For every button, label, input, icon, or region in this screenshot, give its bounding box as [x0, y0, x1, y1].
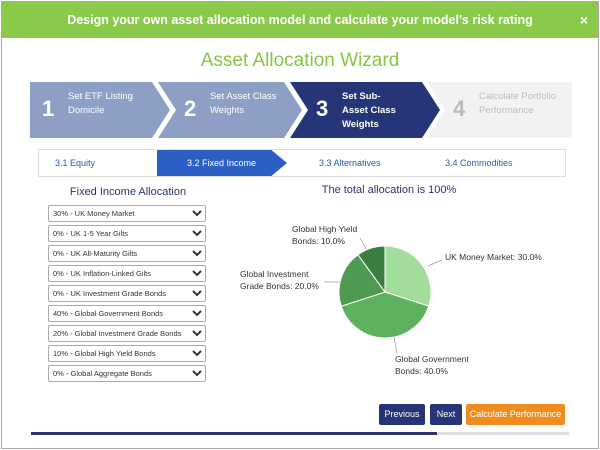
- progress-bar: [31, 432, 437, 435]
- step: 4 Calculate Portfolio Performance: [427, 82, 572, 138]
- allocation-select[interactable]: 20% - Global Investment Grade Bonds: [48, 325, 206, 342]
- allocation-heading: Fixed Income Allocation: [69, 186, 187, 198]
- step-label: Calculate Portfolio Performance: [479, 91, 557, 116]
- tabs: 3.1 Equity 3.2 Fixed Income 3.3 Alternativ…: [38, 149, 566, 177]
- step: 3 Set Sub-Asset Class Weights: [290, 82, 440, 138]
- allocation-select[interactable]: 0% - UK 1-5 Year Gilts: [48, 225, 206, 242]
- slice-label: Grade Bonds: 20.0%: [240, 281, 319, 291]
- pie-slice: [357, 245, 386, 294]
- close-button[interactable]: ×: [579, 12, 588, 28]
- allocation-select[interactable]: 0% - UK Inflation-Linked Gilts: [48, 265, 206, 282]
- banner: Design your own asset allocation model a…: [2, 2, 598, 38]
- tab[interactable]: 3.1 Equity: [55, 158, 96, 168]
- chart-title: The total allocation is 100%: [322, 184, 457, 196]
- slice-label: Global Investment: [240, 269, 309, 279]
- button[interactable]: Next: [430, 404, 462, 425]
- tab[interactable]: 3.2 Fixed Income: [157, 150, 287, 176]
- step: 2 Set Asset Class Weights: [158, 82, 302, 138]
- allocation-select[interactable]: 0% - UK All-Maturity Gilts: [48, 245, 206, 262]
- step: 1 Set ETF Listing Domicile: [30, 82, 170, 138]
- slice-label: Bonds: 40.0%: [395, 366, 448, 376]
- tab[interactable]: 3.3 Alternatives: [319, 158, 381, 168]
- allocation-select[interactable]: 40% - Global Government Bonds: [48, 305, 206, 322]
- step-label: Set Sub-Asset Class Weights: [342, 91, 396, 130]
- allocation-select[interactable]: 30% - UK Money Market: [48, 205, 206, 222]
- slice-label: Global High Yield: [292, 224, 357, 234]
- allocation-select[interactable]: 0% - UK Investment Grade Bonds: [48, 285, 206, 302]
- pie-slice: [340, 291, 430, 339]
- button[interactable]: Calculate Performance: [466, 404, 565, 425]
- button[interactable]: Previous: [379, 404, 425, 425]
- slice-label: UK Money Market: 30.0%: [445, 252, 542, 262]
- banner-text: Design your own asset allocation model a…: [67, 13, 533, 27]
- tab[interactable]: 3.4 Commodities: [445, 158, 513, 168]
- step-label: Set ETF Listing Domicile: [68, 91, 133, 116]
- slice-label: Global Government: [395, 354, 469, 364]
- allocation-select[interactable]: 0% - Global Aggregate Bonds: [48, 365, 206, 382]
- pie-chart: The total allocation is 100% UK Money Ma…: [240, 184, 542, 376]
- leader-line: [427, 259, 443, 267]
- step-number: 1: [42, 96, 55, 121]
- step-number: 4: [453, 96, 466, 121]
- title: Asset Allocation Wizard: [200, 50, 400, 71]
- pie-slice: [384, 245, 432, 307]
- pie-slice: [338, 254, 386, 307]
- allocation-select[interactable]: 10% - Global High Yield Bonds: [48, 345, 206, 362]
- slice-label: Bonds: 10.0%: [292, 236, 345, 246]
- leader-line: [393, 336, 398, 355]
- step-number: 2: [184, 96, 197, 121]
- leader-line: [359, 237, 367, 250]
- step-label: Set Asset Class Weights: [210, 91, 277, 116]
- step-number: 3: [316, 96, 329, 121]
